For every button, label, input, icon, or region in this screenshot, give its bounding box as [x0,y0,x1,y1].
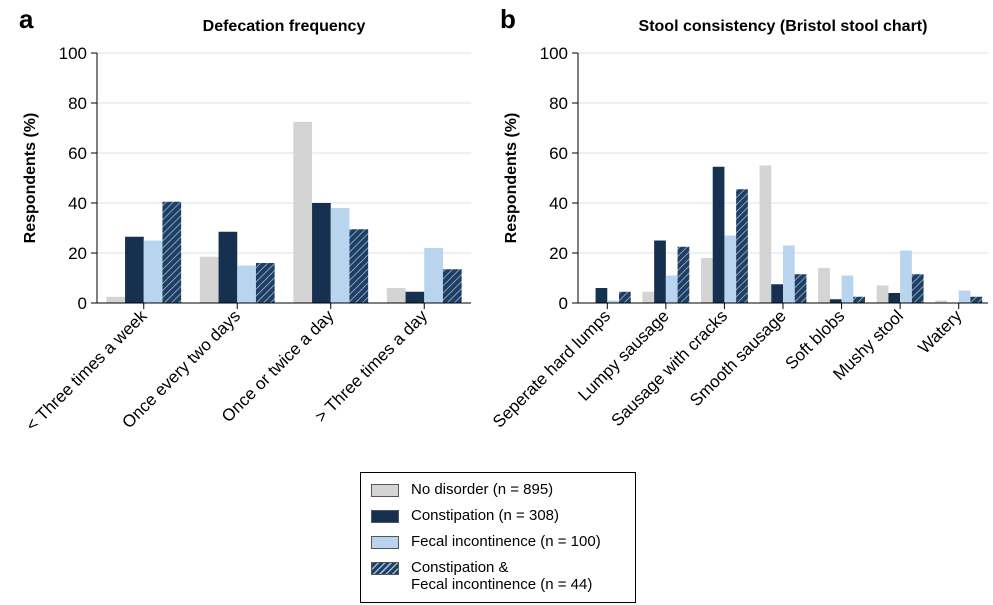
y-tick-label: 40 [68,194,87,213]
legend-swatch [371,562,399,575]
bar [724,235,737,303]
bar [771,284,783,303]
y-tick-label: 100 [540,44,568,63]
panel-label: a [19,4,34,34]
bar [143,240,163,303]
bar [595,288,608,303]
legend-swatch [371,484,399,497]
bar [665,275,678,303]
legend-label: Fecal incontinence (n = 100) [411,533,601,550]
y-axis-label: Respondents (%) [22,113,39,244]
x-tick-label: Sausage with cracks [608,306,732,430]
bar [841,275,854,303]
legend-swatch [371,510,399,523]
chart-title: Stool consistency (Bristol stool chart) [639,18,928,35]
bar [888,293,901,303]
y-tick-label: 0 [559,294,568,313]
bar [958,290,971,303]
bar [701,258,713,303]
bar [829,299,842,303]
legend-label: Constipation (n = 308) [411,507,560,524]
bar [876,285,889,303]
y-tick-label: 20 [549,244,568,263]
bar [442,269,462,303]
bar [218,231,238,303]
bar [911,274,924,303]
bar [405,291,425,303]
bar [199,256,219,303]
bar [783,245,795,303]
y-tick-label: 60 [68,144,87,163]
y-tick-label: 60 [549,144,568,163]
bar [794,274,807,303]
bar [619,291,631,303]
bar [935,300,947,303]
chart-title: Defecation frequency [203,18,366,35]
bar [424,248,443,303]
bar [106,296,126,303]
y-tick-label: 80 [549,94,568,113]
y-tick-label: 0 [78,294,87,313]
y-tick-label: 40 [549,194,568,213]
legend-item: No disorder (n = 895) [371,481,625,498]
legend: No disorder (n = 895) Constipation (n = 3… [360,472,636,603]
bar [900,250,912,303]
y-tick-label: 100 [59,44,87,63]
bar [237,265,256,303]
bar [607,300,619,303]
panel-label: b [500,4,516,34]
bar [759,165,772,303]
bar [330,208,350,303]
bar [293,121,313,303]
bar [970,296,983,303]
bar [255,263,275,303]
bar [312,203,331,303]
legend-swatch [371,536,399,549]
bar [642,291,655,303]
legend-label: Constipation & Fecal incontinence (n = 4… [411,559,593,593]
bar [654,240,666,303]
x-tick-label: Watery [914,306,965,357]
y-axis-label: Respondents (%) [503,113,520,244]
legend-item: Fecal incontinence (n = 100) [371,533,625,550]
legend-item: Constipation (n = 308) [371,507,625,524]
legend-item: Constipation & Fecal incontinence (n = 4… [371,559,625,593]
y-tick-label: 20 [68,244,87,263]
bar [386,288,406,303]
y-tick-label: 80 [68,94,87,113]
bar [712,166,725,303]
bar [677,246,690,303]
bar [853,296,865,303]
bar [818,268,830,303]
bar [736,189,748,303]
bar [349,229,369,303]
bar [125,236,144,303]
bar [162,201,182,303]
legend-label: No disorder (n = 895) [411,481,554,498]
